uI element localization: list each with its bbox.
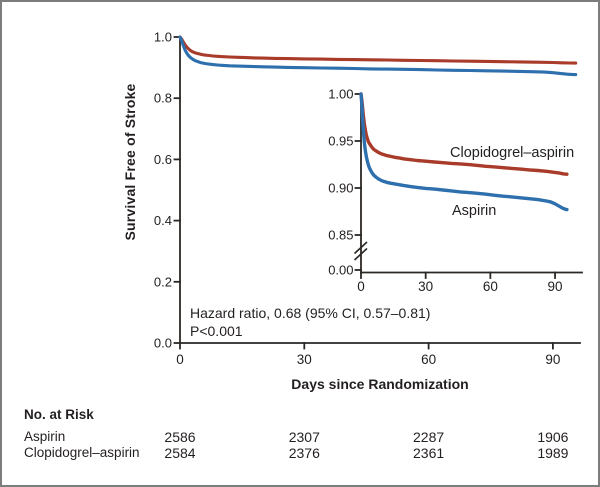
risk-value: 2586: [164, 428, 196, 445]
main-y-tick-label: 0.6: [154, 152, 172, 167]
inset-x-tick-label: 30: [418, 279, 433, 294]
risk-value: 2584: [164, 445, 196, 461]
risk-table-title: No. at Risk: [24, 407, 94, 422]
inset-curve-clopidogrel-aspirin: [359, 92, 569, 176]
x-axis-title: Days since Randomization: [291, 376, 469, 392]
risk-value: 2287: [413, 428, 445, 445]
main-x-tick-label: 60: [421, 352, 436, 367]
main-y-tick-label: 0.2: [154, 274, 172, 289]
series-label-clopidogrel-aspirin: Clopidogrel–aspirin: [450, 145, 575, 161]
main-y-tick-label: 0.8: [154, 91, 172, 106]
risk-value: 2361: [413, 445, 445, 461]
inset-y-tick-label: 0.95: [328, 134, 353, 149]
inset-y-tick-label: 0.00: [328, 263, 353, 278]
series-label-aspirin: Aspirin: [452, 203, 497, 219]
axis-break-slash: [353, 241, 368, 255]
p-value-text: P<0.001: [190, 323, 243, 339]
inset-x-tick-label: 90: [548, 279, 563, 294]
y-axis-title: Survival Free of Stroke: [122, 83, 138, 241]
inset-y-tick-label: 0.85: [328, 228, 353, 243]
main-y-tick-label: 0.0: [154, 336, 172, 351]
main-curve-aspirin: [178, 35, 578, 77]
risk-value: 1989: [537, 445, 569, 461]
main-x-tick-label: 30: [297, 352, 312, 367]
inset-y-tick-label: 0.90: [328, 181, 353, 196]
risk-value: 1906: [537, 428, 569, 445]
axis-break-slash: [353, 247, 368, 261]
risk-row-label: Aspirin: [24, 428, 66, 444]
inset-curve-aspirin: [359, 92, 569, 212]
inset-x-tick-label: 0: [357, 279, 365, 294]
inset-x-tick-label: 60: [483, 279, 498, 294]
main-x-tick-label: 90: [545, 352, 560, 367]
main-curve-clopidogrel-aspirin: [178, 35, 578, 65]
annotation-block: Hazard ratio, 0.68 (95% CI, 0.57–0.81) P…: [190, 304, 430, 340]
risk-value: 2307: [288, 428, 320, 445]
risk-row-label: Clopidogrel–aspirin: [24, 445, 140, 460]
main-y-tick-label: 1.0: [154, 30, 172, 45]
hazard-ratio-text: Hazard ratio, 0.68 (95% CI, 0.57–0.81): [190, 305, 431, 321]
inset-y-tick-label: 1.00: [328, 87, 353, 102]
main-x-tick-label: 0: [176, 352, 184, 367]
risk-value: 2376: [288, 445, 320, 461]
main-y-tick-label: 0.4: [154, 213, 172, 228]
